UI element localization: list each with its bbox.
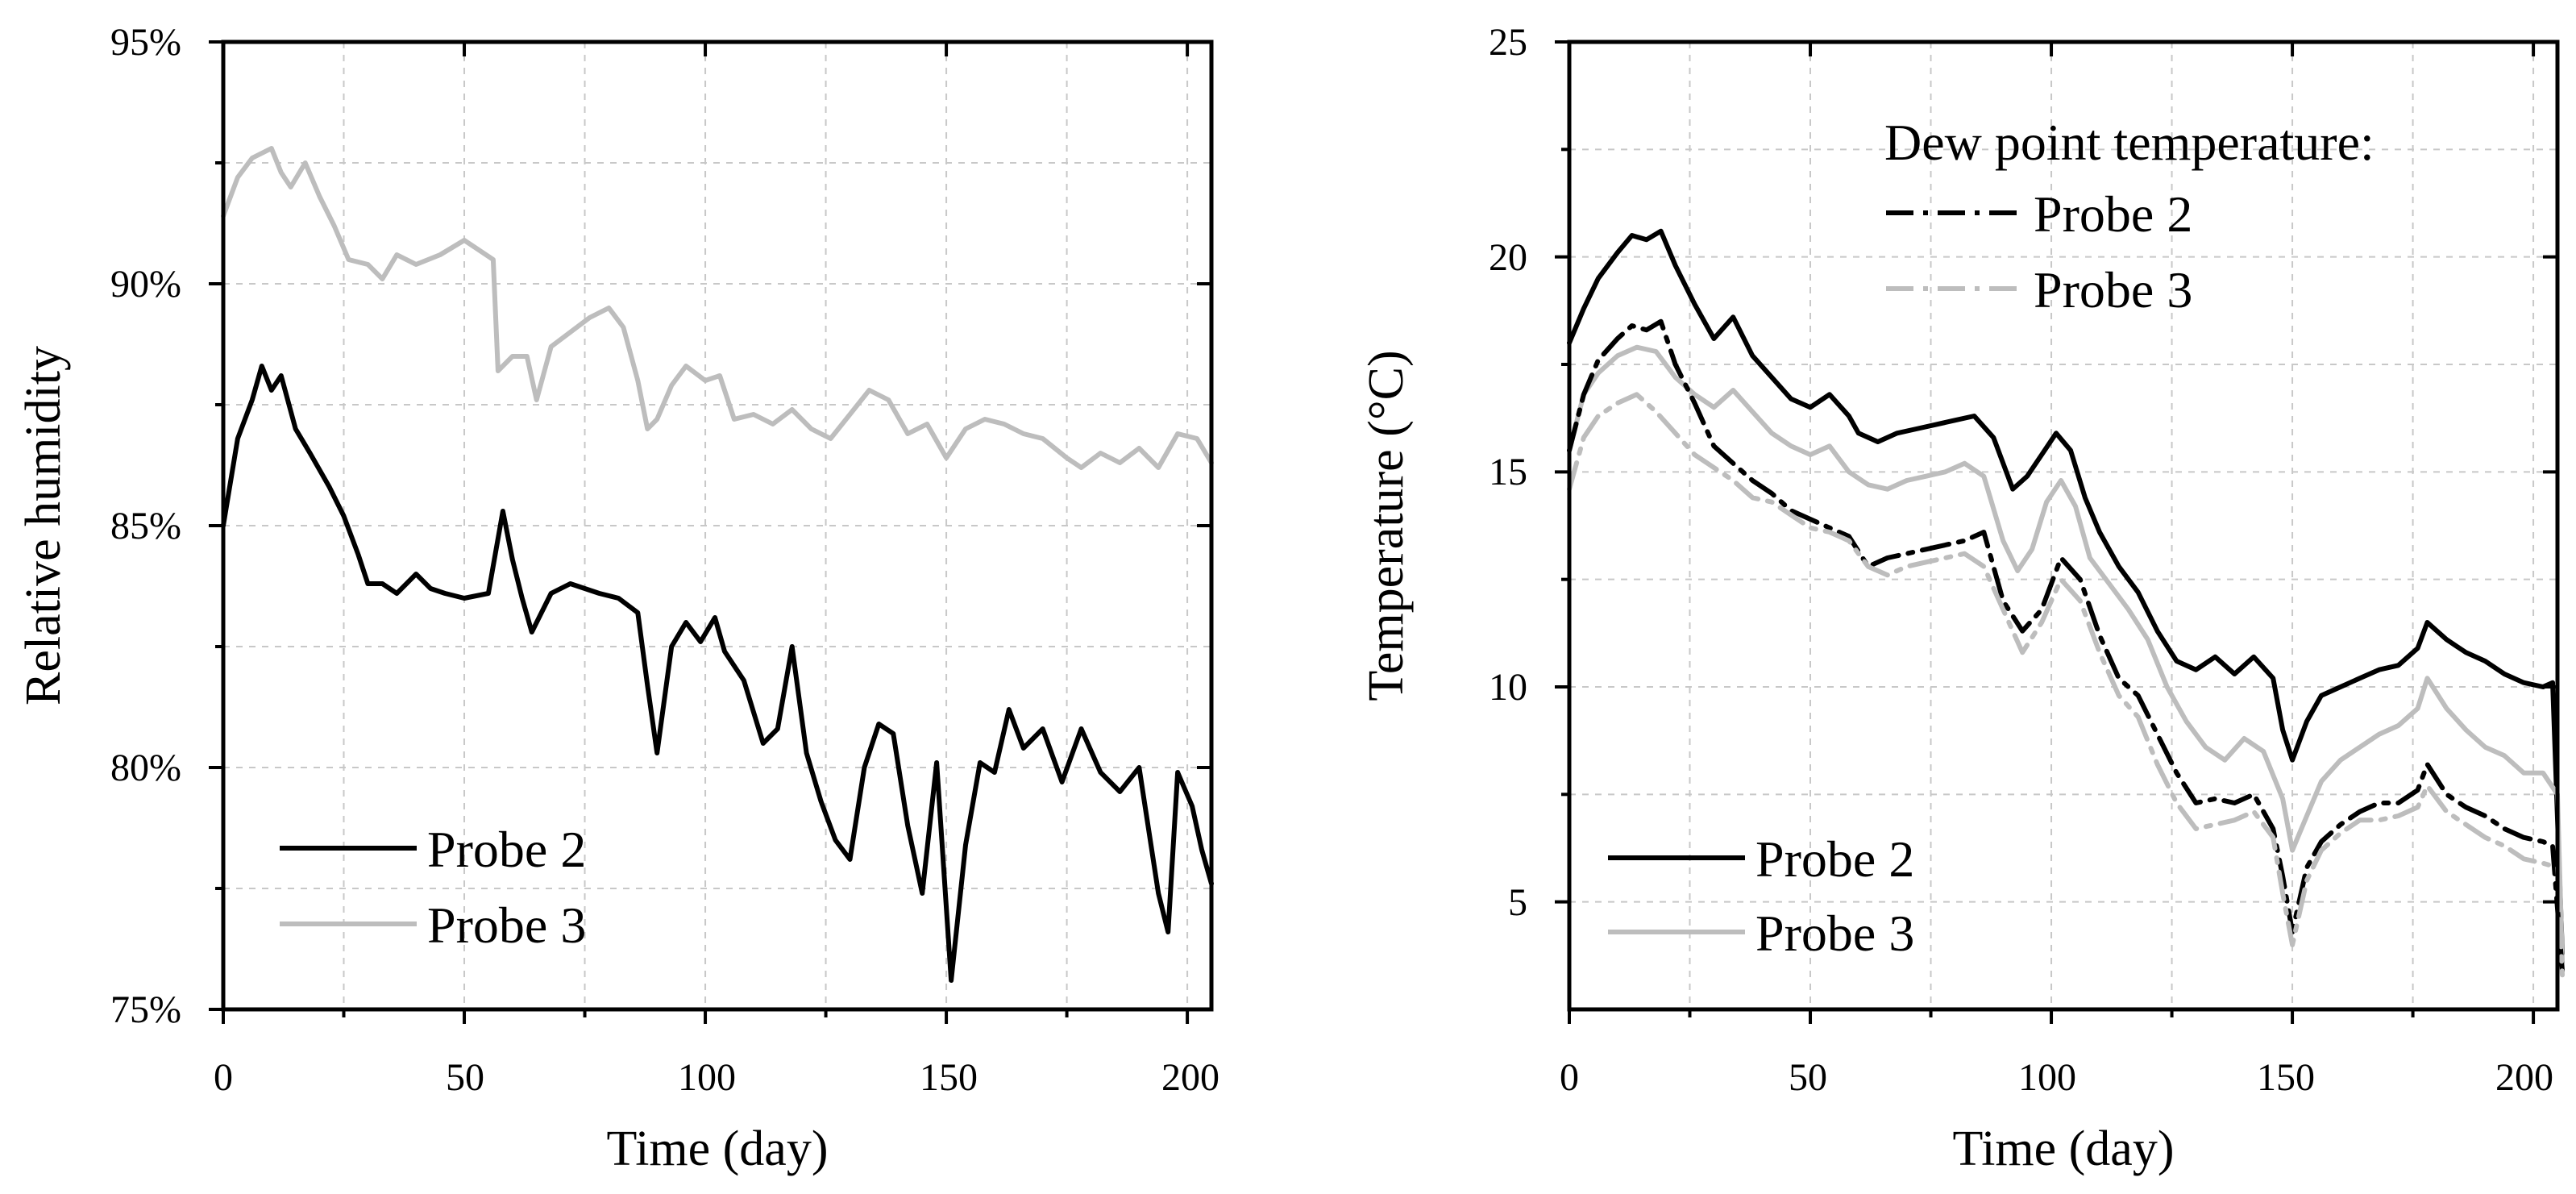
right-y-tick-label: 5 <box>1508 881 1527 924</box>
left-grid <box>223 42 1211 1009</box>
legend-label-temp-probe-2: Probe 2 <box>1755 830 1914 888</box>
right-x-tick-label: 100 <box>2018 1056 2076 1099</box>
right-y-tick-label: 20 <box>1489 236 1527 279</box>
right-y-tick-label: 25 <box>1489 21 1527 64</box>
left-x-tick-label: 200 <box>1161 1056 1219 1099</box>
legend-label-dew-probe-2: Probe 2 <box>2034 185 2192 243</box>
right-x-axis-title: Time (day) <box>1953 1121 2175 1176</box>
left-x-tick-label: 0 <box>214 1056 233 1099</box>
right-series <box>1567 228 2565 978</box>
left-x-tick-label: 150 <box>920 1056 978 1099</box>
right-dew-point-legend: Dew point temperature: Probe 2 Probe 3 <box>1884 114 2374 318</box>
left-y-tick-label: 95% <box>110 21 181 64</box>
left-x-tick-label: 100 <box>678 1056 736 1099</box>
right-series-probe-3 <box>1567 344 2565 965</box>
dew-point-legend-title: Dew point temperature: <box>1884 114 2374 171</box>
left-y-tick-label: 75% <box>110 988 181 1031</box>
right-y-axis-title: Temperature (°C) <box>1359 350 1414 701</box>
right-y-tick-labels: 5 10 15 20 25 <box>1489 21 1527 924</box>
left-y-tick-label: 80% <box>110 747 181 789</box>
legend-label-probe-2: Probe 2 <box>427 821 586 878</box>
right-x-tick-label: 50 <box>1789 1056 1827 1099</box>
left-series-probe-3 <box>221 146 1214 470</box>
chart-relative-humidity: 0 50 100 150 200 75% 80% 85% 90% 95% Tim… <box>16 21 1219 1176</box>
left-y-tick-label: 90% <box>110 263 181 306</box>
legend-label-temp-probe-3: Probe 3 <box>1755 905 1914 962</box>
right-y-tick-label: 10 <box>1489 666 1527 709</box>
left-y-tick-label: 85% <box>110 505 181 547</box>
left-legend: Probe 2 Probe 3 <box>280 821 586 954</box>
left-y-tick-labels: 75% 80% 85% 90% 95% <box>110 21 181 1031</box>
right-x-tick-label: 0 <box>1560 1056 1579 1099</box>
right-ticks <box>1555 40 2557 1024</box>
left-x-tick-label: 50 <box>446 1056 484 1099</box>
right-plot-frame <box>1567 40 2560 1012</box>
right-series-probe-2 <box>1567 228 2565 956</box>
right-y-tick-label: 15 <box>1489 451 1527 493</box>
left-ticks <box>209 40 1211 1024</box>
right-legend: Probe 2 Probe 3 <box>1608 830 1914 962</box>
right-x-tick-label: 200 <box>2495 1056 2553 1099</box>
right-series-dew-point-probe-2 <box>1567 318 2565 973</box>
chart-temperature: 0 50 100 150 200 5 10 15 20 25 Time (day… <box>1359 21 2565 1176</box>
left-series-probe-2 <box>221 364 1214 983</box>
left-x-axis-title: Time (day) <box>607 1121 829 1176</box>
right-x-tick-labels: 0 50 100 150 200 <box>1560 1056 2553 1099</box>
right-series-dew-point-probe-3 <box>1567 392 2565 978</box>
legend-label-probe-3: Probe 3 <box>427 897 586 954</box>
legend-label-dew-probe-3: Probe 3 <box>2034 261 2192 318</box>
right-x-tick-label: 150 <box>2257 1056 2315 1099</box>
left-y-axis-title: Relative humidity <box>16 346 71 705</box>
left-series <box>221 146 1214 983</box>
left-x-tick-labels: 0 50 100 150 200 <box>214 1056 1219 1099</box>
